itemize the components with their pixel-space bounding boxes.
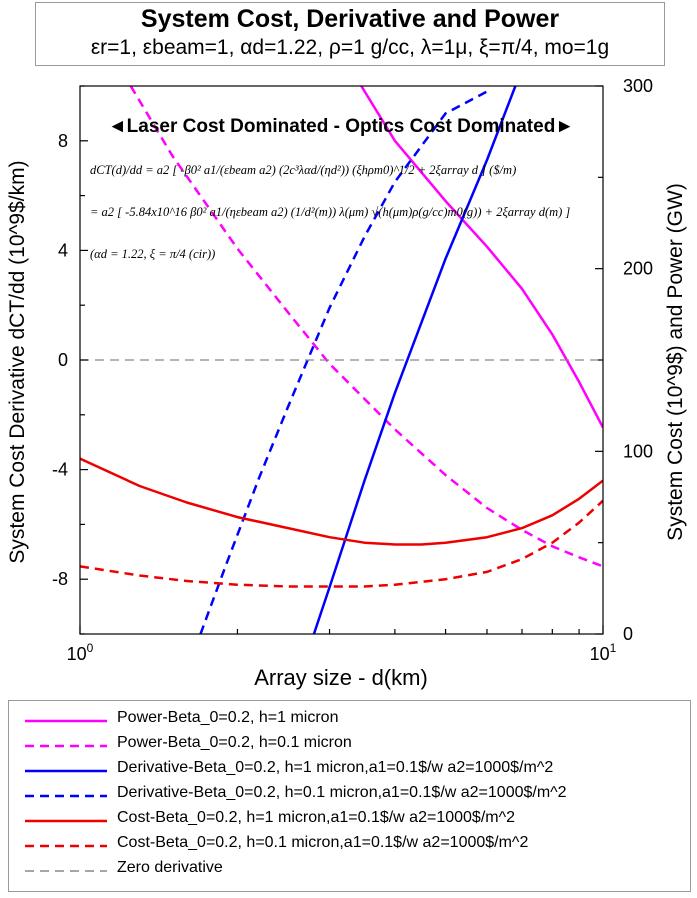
series-line-1 [129,86,603,568]
series-line-3 [199,90,488,634]
legend-swatch [25,794,107,798]
legend-swatch [25,819,107,823]
legend-swatch [25,844,107,848]
y-right-tick-label: 300 [623,76,653,96]
legend-item: Power-Beta_0=0.2, h=1 micron [9,707,690,731]
legend-item: Cost-Beta_0=0.2, h=0.1 micron,a1=0.1$/w … [9,832,690,856]
series-line-5 [80,499,603,588]
equation-line-2: = a2 [ -5.84x10^16 β0² a1/(ηεbeam a2) (1… [90,205,570,219]
y-axis-label-right: System Cost (10^9$) and Power (GW) [664,183,687,541]
y-left-tick-label: 0 [58,350,68,370]
legend-item: Derivative-Beta_0=0.2, h=0.1 micron,a1=0… [9,782,690,806]
legend-item: Power-Beta_0=0.2, h=0.1 micron [9,732,690,756]
legend-swatch [25,769,107,773]
y-right-tick-label: 0 [623,624,633,644]
y-right-tick-label: 200 [623,259,653,279]
x-tick-label: 101 [590,641,617,664]
series-line-2 [312,86,517,634]
legend-label: Derivative-Beta_0=0.2, h=1 micron,a1=0.1… [117,759,554,776]
y-axis-label-left: System Cost Derivative dCT/dd (10^9$/km) [6,160,29,563]
legend-label: Derivative-Beta_0=0.2, h=0.1 micron,a1=0… [117,784,567,801]
chart-subtitle: εr=1, εbeam=1, αd=1.22, ρ=1 g/cc, λ=1μ, … [90,36,610,59]
legend-item: Zero derivative [9,857,690,881]
equation-block: dCT(d)/dd = a2 [ -β0² a1/(εbeam a2) (2c³… [90,163,570,261]
legend-label: Power-Beta_0=0.2, h=0.1 micron [117,734,352,751]
legend-label: Zero derivative [117,859,223,876]
legend-label: Power-Beta_0=0.2, h=1 micron [117,709,339,726]
series-layer [80,86,603,634]
series-line-4 [80,457,603,546]
equation-line-3: (αd = 1.22, ξ = π/4 (cir)) [90,247,215,261]
y-left-tick-label: 8 [58,131,68,151]
y-left-tick-label: -4 [52,460,68,480]
x-tick-label: 100 [67,641,94,664]
legend-label: Cost-Beta_0=0.2, h=0.1 micron,a1=0.1$/w … [117,834,529,851]
x-axis-label: Array size - d(km) [254,665,428,690]
legend-item: Derivative-Beta_0=0.2, h=1 micron,a1=0.1… [9,757,690,781]
y-left-tick-label: 4 [58,240,68,260]
legend-swatch [25,744,107,748]
legend-swatch [25,870,107,872]
y-left-tick-label: -8 [52,569,68,589]
legend-item: Cost-Beta_0=0.2, h=1 micron,a1=0.1$/w a2… [9,807,690,831]
y-right-tick-label: 100 [623,441,653,461]
series-line-0 [360,86,603,429]
axes-layer: -8 -4 0 4 8 0 100 200 300 100 101 [52,76,653,664]
chart-title-box: System Cost, Derivative and Power εr=1, … [35,2,665,66]
equation-line-1: dCT(d)/dd = a2 [ -β0² a1/(εbeam a2) (2c³… [90,163,516,177]
chart-title: System Cost, Derivative and Power [140,5,560,33]
legend-swatch [25,719,107,723]
legend: Power-Beta_0=0.2, h=1 micron Power-Beta_… [8,700,691,892]
legend-label: Cost-Beta_0=0.2, h=1 micron,a1=0.1$/w a2… [117,809,515,826]
chart-annotation: ◄Laser Cost Dominated - Optics Cost Domi… [108,116,574,137]
